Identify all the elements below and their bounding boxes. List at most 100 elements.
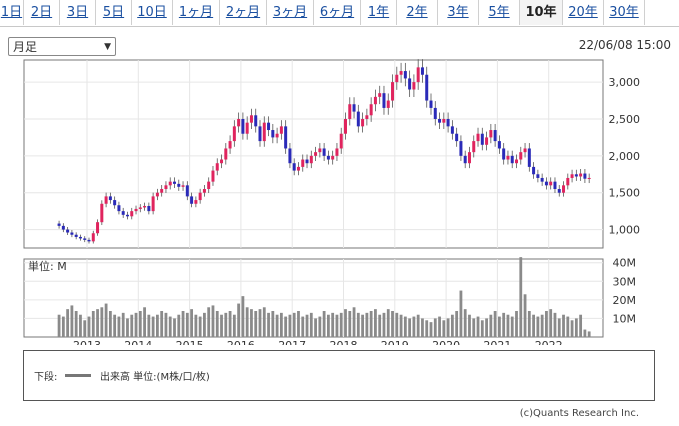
candle-body	[284, 126, 288, 149]
volume-bar	[553, 312, 557, 337]
candle-body	[177, 183, 181, 187]
candle-body	[117, 205, 121, 212]
volume-bar	[228, 311, 232, 337]
tab-13[interactable]: 10年	[520, 0, 563, 25]
candle-body	[96, 222, 100, 234]
volume-bar	[391, 311, 394, 337]
volume-bar	[57, 314, 61, 337]
candle-body	[309, 155, 313, 164]
volume-bar	[489, 314, 493, 337]
volume-bar	[527, 311, 531, 337]
volume-bar	[395, 312, 399, 337]
volume-bar	[480, 320, 484, 337]
candle-body	[339, 133, 343, 149]
candle-body	[459, 141, 463, 156]
volume-bar	[450, 314, 454, 337]
period-select[interactable]: 月足 ▼	[8, 37, 116, 56]
candle-body	[450, 126, 454, 134]
candle-body	[373, 96, 377, 105]
candle-body	[207, 181, 211, 190]
x-tick-label: 2017	[278, 339, 306, 345]
candle-body	[416, 67, 420, 83]
candle-body	[292, 163, 296, 171]
volume-bar	[540, 314, 544, 337]
volume-bar	[215, 311, 219, 337]
candle-body	[365, 115, 369, 119]
tab-11[interactable]: 3年	[438, 0, 479, 25]
candle-body	[241, 118, 245, 134]
volume-bar	[331, 312, 335, 337]
tab-8[interactable]: 6ヶ月	[314, 0, 361, 25]
volume-bar	[425, 320, 429, 337]
candle-body	[480, 133, 484, 145]
tab-4[interactable]: 10日	[132, 0, 173, 25]
candle-body	[412, 82, 416, 90]
volume-bar	[327, 314, 330, 337]
volume-bar	[309, 312, 313, 337]
candle-body	[489, 130, 493, 138]
tab-3[interactable]: 5日	[96, 0, 132, 25]
volume-bar	[352, 307, 356, 337]
price-tick-label: 3,000	[609, 76, 641, 89]
volume-bar	[536, 316, 540, 337]
legend-series: 出来高 単位:(M株/口/枚)	[100, 372, 210, 383]
volume-bar	[523, 294, 527, 337]
tab-12[interactable]: 5年	[479, 0, 520, 25]
candle-body	[476, 133, 480, 142]
candle-body	[391, 82, 395, 101]
volume-bar	[356, 312, 360, 337]
candle-body	[356, 111, 360, 127]
volume-bar	[378, 314, 382, 337]
volume-bar	[288, 314, 292, 337]
volume-bar	[305, 314, 309, 337]
volume-bar	[493, 311, 497, 337]
tab-0[interactable]: 1日	[0, 0, 24, 25]
tab-6[interactable]: 2ヶ月	[220, 0, 267, 25]
volume-bar	[211, 305, 215, 337]
candle-body	[237, 118, 241, 127]
candle-body	[138, 207, 142, 209]
candle-body	[194, 200, 198, 204]
candle-body	[61, 225, 65, 230]
tab-9[interactable]: 1年	[361, 0, 397, 25]
volume-bar	[198, 316, 202, 337]
tab-7[interactable]: 3ヶ月	[267, 0, 314, 25]
volume-bar	[66, 309, 70, 337]
volume-bar	[566, 316, 570, 337]
tab-2[interactable]: 3日	[60, 0, 96, 25]
volume-bar	[134, 312, 138, 337]
candle-body	[438, 118, 442, 123]
volume-bar	[335, 314, 339, 337]
x-tick-label: 2020	[432, 339, 460, 345]
candle-body	[557, 189, 561, 193]
x-tick-label: 2022	[535, 339, 563, 345]
candle-body	[211, 170, 215, 182]
candle-body	[87, 239, 91, 242]
volume-bar	[185, 312, 189, 337]
volume-bar	[506, 314, 510, 337]
volume-bar	[232, 314, 236, 337]
candle-body	[147, 205, 151, 212]
tab-14[interactable]: 20年	[563, 0, 604, 25]
candle-body	[544, 181, 548, 186]
candle-body	[181, 185, 185, 187]
price-tick-label: 2,000	[609, 150, 641, 163]
volume-bar	[301, 316, 305, 337]
volume-bar	[583, 329, 587, 337]
volume-bar	[203, 312, 206, 337]
candle-body	[463, 155, 467, 164]
candle-body	[78, 236, 82, 239]
volume-bar	[74, 311, 78, 337]
volume-bar	[267, 312, 270, 337]
candle-body	[579, 173, 583, 177]
candle-body	[442, 118, 446, 123]
tab-10[interactable]: 2年	[397, 0, 438, 25]
tab-1[interactable]: 2日	[24, 0, 60, 25]
candle-body	[125, 214, 129, 217]
tab-5[interactable]: 1ヶ月	[173, 0, 220, 25]
candle-body	[173, 181, 176, 184]
candle-body	[202, 189, 206, 193]
candle-body	[185, 185, 189, 197]
candle-body	[215, 163, 219, 171]
tab-15[interactable]: 30年	[604, 0, 645, 25]
